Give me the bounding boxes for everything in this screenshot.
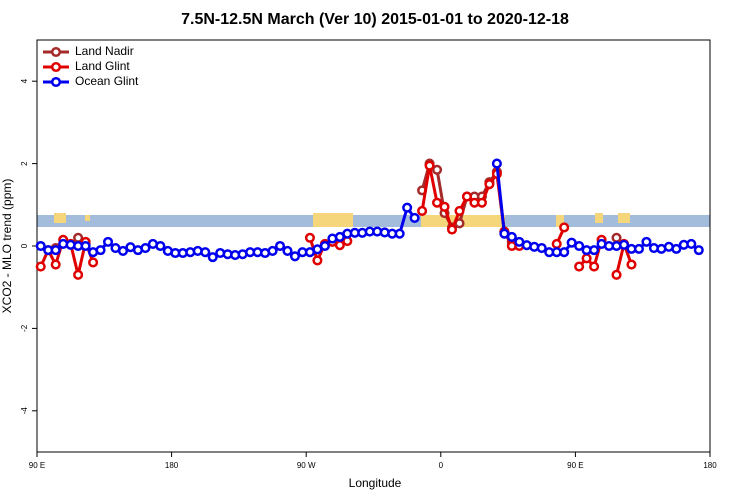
data-point (641, 236, 652, 247)
legend-label: Land Glint (75, 59, 130, 73)
land-patch (595, 213, 603, 223)
data-point (289, 251, 301, 262)
x-tick-label: 90 E (567, 461, 583, 470)
data-point (312, 255, 323, 266)
data-point (476, 197, 487, 208)
data-point (454, 205, 465, 217)
legend-label: Land Nadir (75, 44, 134, 58)
data-point (559, 247, 570, 258)
data-point (432, 197, 443, 208)
data-point (304, 232, 315, 243)
data-point (626, 259, 637, 270)
y-axis-label: XCO2 - MLO trend (ppm) (0, 179, 14, 314)
data-point (611, 269, 622, 280)
y-tick-label: 4 (20, 78, 29, 83)
legend-marker (50, 46, 62, 58)
data-point (282, 245, 293, 256)
data-point (50, 245, 61, 256)
data-point (432, 164, 443, 175)
data-point (671, 243, 682, 254)
data-point (117, 245, 129, 256)
data-point (319, 240, 330, 252)
data-point (80, 240, 91, 252)
data-point (95, 245, 106, 256)
data-point (589, 261, 600, 272)
data-point (559, 222, 570, 233)
data-point (589, 245, 600, 256)
data-point (35, 240, 46, 252)
map-strip (37, 213, 710, 227)
data-point (484, 179, 495, 190)
land-patch (313, 213, 353, 227)
x-tick-label: 0 (439, 461, 444, 470)
data-point (140, 243, 151, 254)
data-point (574, 261, 585, 272)
data-point (409, 212, 420, 224)
data-point (618, 239, 630, 250)
land-patch (85, 215, 90, 221)
data-point (200, 247, 211, 258)
data-point (417, 205, 428, 217)
data-point (207, 252, 218, 263)
data-point (102, 236, 114, 247)
y-tick-label: -4 (20, 407, 29, 415)
data-point (274, 240, 286, 252)
data-point (73, 269, 84, 280)
data-point (491, 158, 502, 169)
y-tick-label: 0 (20, 243, 29, 248)
data-point (424, 160, 435, 171)
x-tick-label: 180 (165, 461, 179, 470)
data-point (446, 224, 458, 235)
data-point (35, 261, 46, 272)
y-tick-label: 2 (20, 161, 29, 166)
data-point (581, 253, 592, 264)
data-point (155, 240, 166, 252)
legend-label: Ocean Glint (75, 74, 139, 88)
x-tick-label: 180 (703, 461, 717, 470)
land-patch (54, 213, 66, 223)
data-point (88, 257, 99, 268)
data-point (402, 202, 413, 213)
data-point (461, 191, 473, 202)
data-point (50, 259, 61, 270)
ocean-strip (37, 215, 710, 227)
data-point (506, 231, 517, 242)
data-point (439, 201, 450, 212)
data-point (611, 232, 622, 243)
data-point (551, 238, 562, 249)
x-tick-label: 90 E (29, 461, 45, 470)
data-point (693, 245, 704, 256)
land-patch (556, 215, 564, 227)
legend-marker (50, 61, 62, 73)
x-axis-label: Longitude (349, 476, 402, 490)
chart-title: 7.5N-12.5N March (Ver 10) 2015-01-01 to … (181, 11, 569, 28)
land-patch (618, 213, 630, 223)
data-point (267, 245, 278, 256)
data-point (633, 243, 645, 254)
data-point (394, 228, 405, 239)
data-point (686, 238, 697, 249)
y-tick-label: -2 (20, 324, 29, 332)
x-tick-label: 90 W (297, 461, 316, 470)
data-point (536, 243, 547, 254)
data-point (574, 240, 585, 252)
legend-marker (50, 76, 62, 88)
